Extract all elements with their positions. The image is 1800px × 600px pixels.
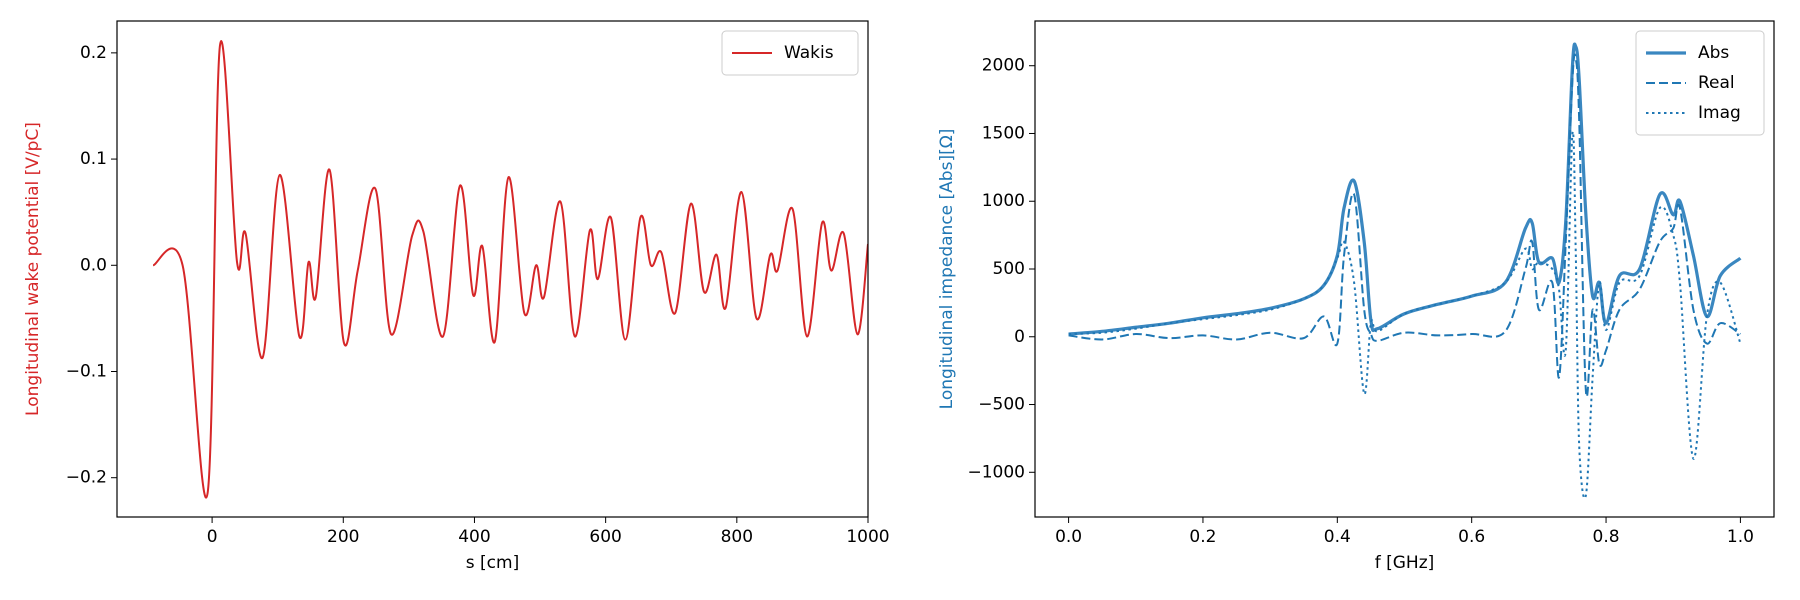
y-tick-label: −0.1 (66, 361, 107, 381)
y-tick-label: −1000 (967, 462, 1025, 482)
x-tick-label: 200 (327, 527, 359, 547)
y-tick-label: 2000 (982, 56, 1025, 76)
legend-label: Abs (1698, 43, 1729, 63)
y-tick-label: 0.0 (80, 255, 107, 275)
y-tick-label: −500 (978, 395, 1025, 415)
legend-label: Real (1698, 73, 1735, 93)
y-tick-label: 1500 (982, 123, 1025, 143)
legend-box (1635, 30, 1765, 136)
y-tick-label: 0 (1014, 327, 1025, 347)
x-tick-label: 800 (721, 527, 753, 547)
x-tick-label: 1000 (846, 527, 889, 547)
plot-area (152, 40, 868, 499)
y-tick-label: 0.2 (80, 43, 107, 63)
y-tick-label: 0.1 (80, 149, 107, 169)
x-tick-label: 600 (589, 527, 621, 547)
x-tick-label: 0.4 (1324, 527, 1351, 547)
x-tick-label: 0 (207, 527, 218, 547)
data-line (152, 40, 868, 499)
x-tick-label: 400 (458, 527, 490, 547)
axes-frame (116, 20, 869, 518)
legend-label: Imag (1698, 103, 1741, 123)
x-tick-label: 0.8 (1593, 527, 1620, 547)
y-tick-label: 500 (993, 259, 1025, 279)
x-axis-label: f [GHz] (1375, 553, 1435, 573)
x-axis-label: s [cm] (466, 553, 519, 573)
data-line (1068, 42, 1742, 336)
y-axis-label: Longitudinal wake potential [V/pC] (23, 122, 43, 416)
x-tick-label: 0.0 (1055, 527, 1082, 547)
x-tick-label: 0.6 (1458, 527, 1485, 547)
y-axis-label: Longitudinal impedance [Abs][Ω] (937, 129, 957, 410)
data-line (1068, 53, 1741, 398)
x-tick-label: 0.2 (1189, 527, 1216, 547)
legend-label: Wakis (784, 43, 834, 63)
plot-area (1068, 42, 1742, 500)
y-tick-label: 1000 (982, 191, 1025, 211)
x-tick-label: 1.0 (1727, 527, 1754, 547)
legend-box (721, 30, 859, 76)
y-tick-label: −0.2 (66, 468, 107, 488)
